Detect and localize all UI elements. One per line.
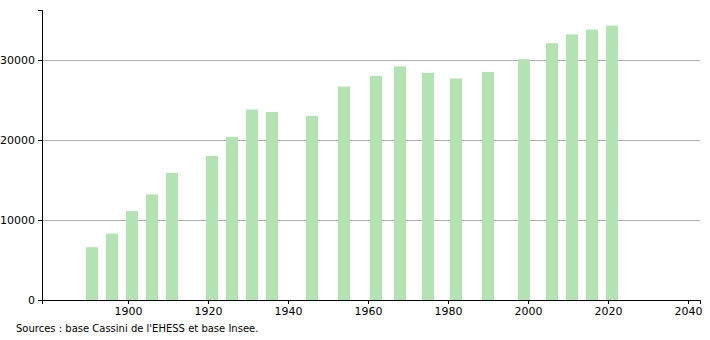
bar: [338, 86, 350, 300]
bar: [146, 194, 158, 300]
tick: 2000: [515, 300, 543, 318]
tick-label: 0: [28, 294, 35, 307]
tick-label: 1980: [435, 305, 463, 318]
tick: 30000: [0, 54, 42, 67]
bar: [370, 76, 382, 300]
bar: [106, 234, 118, 300]
tick-label: 20000: [0, 134, 35, 147]
tick: 1960: [355, 300, 383, 318]
tick-mark: [38, 220, 42, 221]
tick-mark: [608, 300, 609, 304]
tick-label: 1920: [195, 305, 223, 318]
bar: [518, 59, 530, 300]
grid: [42, 61, 700, 301]
bar: [586, 30, 598, 300]
bar: [450, 78, 462, 300]
y-axis: 0 10000 20000 30000: [0, 11, 43, 308]
tick-mark: [448, 300, 449, 304]
bars: [86, 26, 618, 300]
bar: [126, 211, 138, 300]
tick-mark: [288, 300, 289, 304]
tick: 1940: [275, 300, 303, 318]
tick: 20000: [0, 134, 42, 147]
bar: [422, 73, 434, 300]
bar: [246, 110, 258, 300]
bar: [166, 173, 178, 300]
tick-mark: [208, 300, 209, 304]
bar: [86, 247, 98, 300]
tick: 1920: [195, 300, 223, 318]
tick-label: 1940: [275, 305, 303, 318]
tick: 10000: [0, 214, 42, 227]
tick-label: 2000: [515, 305, 543, 318]
bar: [306, 116, 318, 300]
bar: [606, 26, 618, 300]
tick-label: 2020: [595, 305, 623, 318]
tick-label: 1900: [115, 305, 143, 318]
bar: [206, 156, 218, 300]
tick-mark: [38, 140, 42, 141]
chart: 1900 1920 1940 1960 1980 2000 2020 2040 0 10000 20…: [0, 0, 710, 340]
tick-mark: [128, 300, 129, 304]
axis-line: [43, 301, 701, 305]
bar: [482, 72, 494, 300]
source: Sources : base Cassini de l'EHESS et bas…: [16, 323, 258, 334]
bar: [266, 112, 278, 300]
bar: [566, 34, 578, 300]
bar: [226, 137, 238, 300]
x-axis: 1900 1920 1940 1960 1980 2000 2020 2040: [43, 300, 703, 318]
axis-line: [38, 11, 43, 301]
tick-mark: [368, 300, 369, 304]
tick-label: 2040: [675, 305, 703, 318]
bar: [394, 66, 406, 300]
tick-label: 10000: [0, 214, 35, 227]
tick-label: 1960: [355, 305, 383, 318]
tick: 2040: [675, 300, 703, 318]
tick-mark: [38, 300, 42, 301]
tick-mark: [38, 60, 42, 61]
grid-line: [42, 60, 700, 61]
tick: 2020: [595, 300, 623, 318]
tick-mark: [688, 300, 689, 304]
tick: 1900: [115, 300, 143, 318]
tick: 1980: [435, 300, 463, 318]
tick-mark: [528, 300, 529, 304]
tick-label: 30000: [0, 54, 35, 67]
tick: 0: [28, 294, 42, 307]
bar: [546, 43, 558, 300]
